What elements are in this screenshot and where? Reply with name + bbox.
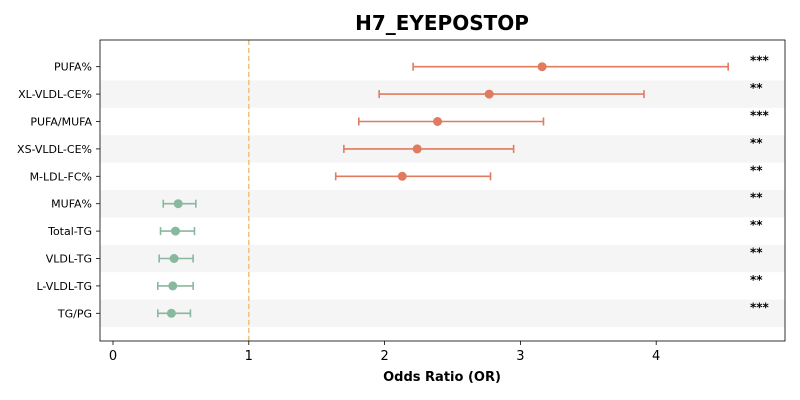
y-tick-label: M-LDL-FC% — [30, 170, 92, 183]
or-point — [433, 117, 443, 126]
y-tick-label: XS-VLDL-CE% — [17, 143, 92, 156]
or-point — [173, 199, 183, 209]
y-tick-label: VLDL-TG — [46, 253, 92, 266]
x-axis: 0 1 2 3 4 — [109, 341, 660, 364]
row-xl-vldl-ce-: ** — [378, 81, 763, 99]
significance-label: ** — [750, 81, 763, 95]
row-m-ldl-fc-: ** — [334, 163, 763, 181]
row-tg-pg: *** — [157, 300, 770, 318]
row-band — [100, 244, 785, 273]
row-xs-vldl-ce-: ** — [343, 136, 763, 154]
significance-label: *** — [750, 109, 770, 123]
row-bands — [100, 80, 785, 327]
significance-label: ** — [750, 218, 763, 232]
plot-marks: *********************** — [157, 54, 770, 318]
or-point — [168, 281, 178, 291]
or-point — [170, 226, 180, 236]
y-tick-label: PUFA/MUFA — [30, 116, 92, 129]
x-tick-label: 3 — [516, 349, 524, 364]
or-point — [169, 254, 179, 263]
y-tick-label: TG/PG — [57, 307, 92, 320]
chart-title: H7_EYEPOSTOP — [355, 11, 529, 35]
x-tick-label: 1 — [245, 349, 253, 364]
x-axis-label: Odds Ratio (OR) — [383, 370, 501, 385]
x-tick-label: 4 — [652, 349, 660, 364]
y-tick-label: MUFA% — [51, 198, 92, 211]
row-pufa-mufa: *** — [357, 109, 770, 126]
row-l-vldl-tg: ** — [157, 273, 763, 291]
or-point — [484, 89, 494, 99]
or-point — [412, 144, 422, 154]
y-tick-label: L-VLDL-TG — [36, 280, 92, 293]
row-pufa-: *** — [412, 54, 770, 72]
significance-label: ** — [750, 191, 763, 205]
plot-frame — [99, 39, 786, 342]
x-tick-label: 0 — [109, 349, 117, 364]
y-tick-label: XL-VLDL-CE% — [18, 88, 92, 101]
significance-label: *** — [750, 54, 770, 68]
x-tick-label: 2 — [380, 349, 388, 364]
row-band — [100, 190, 785, 218]
row-band — [100, 299, 785, 327]
y-tick-label: Total-TG — [47, 225, 92, 238]
y-axis: PUFA% XL-VLDL-CE% PUFA/MUFA XS-VLDL-CE% M-LD… — [17, 61, 100, 320]
significance-label: ** — [750, 163, 763, 177]
significance-label: ** — [750, 246, 763, 260]
row-total-tg: ** — [159, 218, 763, 236]
or-point — [397, 171, 407, 181]
y-tick-label: PUFA% — [54, 61, 92, 74]
or-point — [166, 308, 176, 318]
row-vldl-tg: ** — [158, 246, 763, 263]
or-point — [537, 62, 547, 72]
significance-label: ** — [750, 273, 763, 287]
row-mufa-: ** — [162, 191, 763, 209]
significance-label: ** — [750, 136, 763, 150]
significance-label: *** — [750, 300, 770, 314]
